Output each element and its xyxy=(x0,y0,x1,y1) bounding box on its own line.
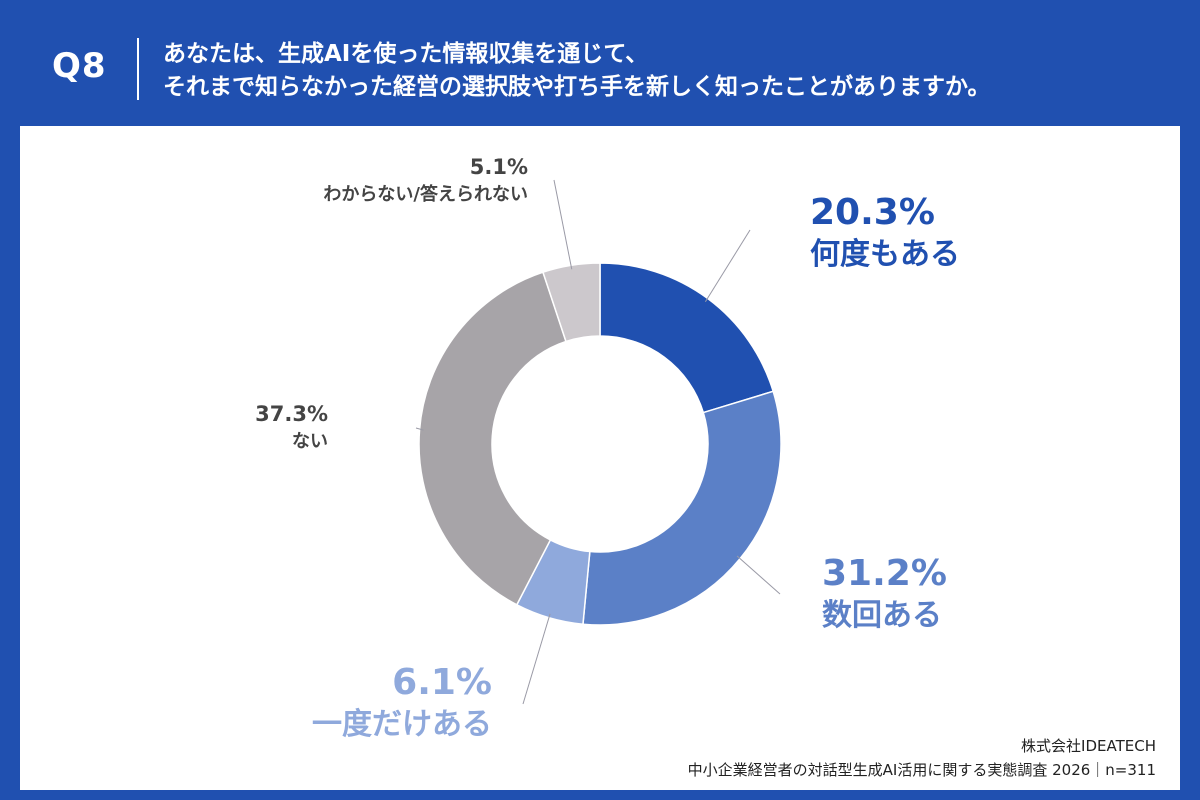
leader-line xyxy=(736,555,781,595)
slice-category-label: 一度だけある xyxy=(312,707,492,742)
slice-category-label: 数回ある xyxy=(822,598,942,633)
slice-value-label: 6.1% xyxy=(392,662,492,703)
footer: 株式会社IDEATECH 中小企業経営者の対話型生成AI活用に関する実態調査 2… xyxy=(688,734,1156,782)
leader-line xyxy=(553,179,573,270)
slice-category-label: わからない/答えられない xyxy=(323,183,528,205)
donut-chart: 20.3% 何度もある 31.2% 数回ある 6.1% 一度だけある 37.3% ない 5.1%… xyxy=(255,155,960,742)
question-number: Q8 xyxy=(52,46,107,86)
question-text: あなたは、生成AIを使った情報収集を通じて、 それまで知らなかった経営の選択肢や… xyxy=(163,38,991,104)
leader-line xyxy=(704,229,751,303)
leader-line xyxy=(415,427,424,431)
donut-slice xyxy=(542,262,601,343)
slice-value-label: 20.3% xyxy=(810,192,935,233)
chart-panel: 20.3% 何度もある 31.2% 数回ある 6.1% 一度だけある 37.3% ない 5.1%… xyxy=(20,126,1180,790)
donut-slice xyxy=(599,262,775,414)
slice-value-label: 37.3% xyxy=(255,402,328,426)
leader-lines xyxy=(415,179,781,705)
header-divider xyxy=(137,38,139,100)
question-line-1: あなたは、生成AIを使った情報収集を通じて、 xyxy=(163,41,649,67)
slice-category-label: 何度もある xyxy=(810,237,960,272)
slice-value-label: 31.2% xyxy=(822,553,947,594)
company-name: 株式会社IDEATECH xyxy=(1021,737,1156,755)
slice-labels: 20.3% 何度もある 31.2% 数回ある 6.1% 一度だけある 37.3% ない 5.1%… xyxy=(255,155,960,742)
header: Q8 あなたは、生成AIを使った情報収集を通じて、 それまで知らなかった経営の選… xyxy=(0,0,1200,112)
slice-value-label: 5.1% xyxy=(470,155,528,179)
slice-category-label: ない xyxy=(292,431,328,452)
donut-slices xyxy=(418,262,782,626)
question-line-2: それまで知らなかった経営の選択肢や打ち手を新しく知ったことがありますか。 xyxy=(163,74,991,100)
survey-caption: 中小企業経営者の対話型生成AI活用に関する実態調査 2026｜n=311 xyxy=(687,761,1156,779)
donut-slice xyxy=(582,390,782,626)
leader-line xyxy=(522,613,551,705)
donut-slice xyxy=(418,271,567,606)
